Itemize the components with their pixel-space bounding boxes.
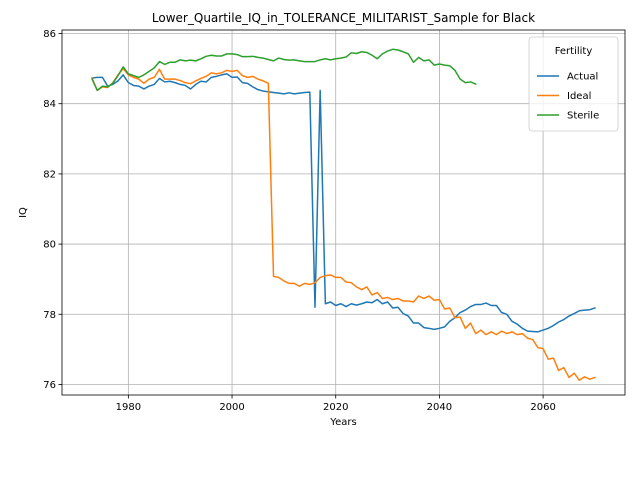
legend-label-actual: Actual [567, 72, 598, 83]
series-line-ideal [91, 67, 596, 382]
y-tick-label: 80 [43, 240, 56, 251]
x-axis: 1980 2000 2020 2040 2060 [116, 395, 556, 413]
legend: Fertility Actual Ideal Sterile [528, 36, 619, 132]
y-tick-label: 84 [43, 99, 56, 110]
series-line-sterile [91, 48, 477, 92]
x-tick-label: 2040 [427, 402, 452, 413]
legend-box [528, 36, 619, 132]
x-tick-label: 2000 [219, 402, 244, 413]
legend-title: Fertility [555, 46, 593, 57]
y-axis-label: IQ [18, 207, 29, 218]
y-tick-label: 86 [43, 29, 56, 40]
legend-label-sterile: Sterile [567, 111, 599, 122]
y-axis: 76 78 80 82 84 86 [43, 29, 62, 391]
legend-label-ideal: Ideal [567, 91, 591, 102]
series-line-actual [91, 73, 596, 333]
chart-title: Lower_Quartile_IQ_in_TOLERANCE_MILITARIS… [152, 11, 535, 25]
x-axis-label: Years [329, 417, 356, 428]
y-tick-label: 78 [43, 310, 56, 321]
x-tick-label: 1980 [116, 402, 141, 413]
x-tick-label: 2060 [530, 402, 555, 413]
y-tick-label: 76 [43, 380, 56, 391]
y-tick-label: 82 [43, 169, 56, 180]
plot-frame [61, 29, 626, 396]
series-lines [91, 48, 596, 382]
x-tick-label: 2020 [323, 402, 348, 413]
